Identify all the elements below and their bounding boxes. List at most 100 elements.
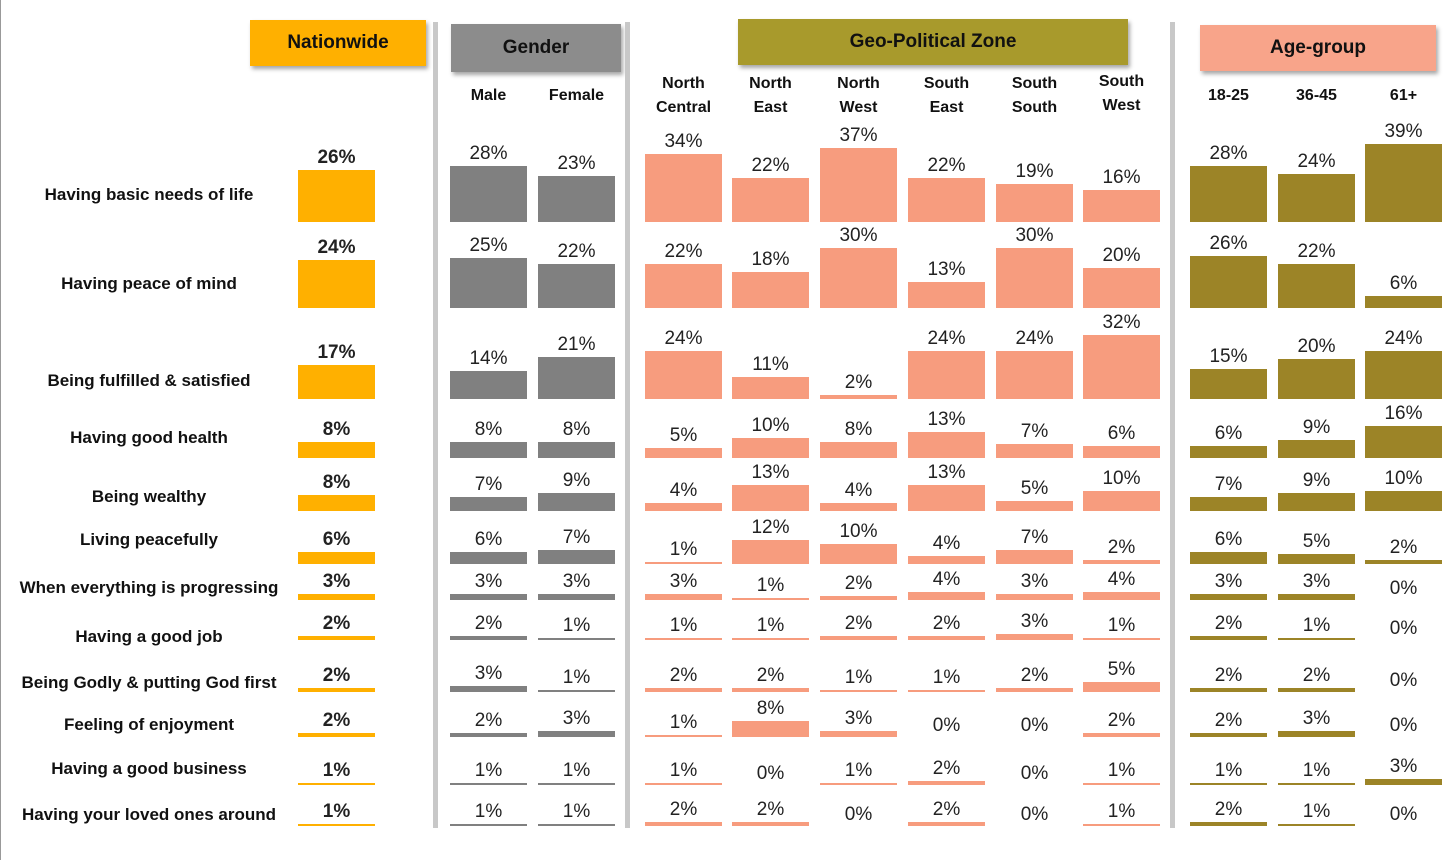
row-label-being-fulfilled-and-satisfied: Being fulfilled & satisfied — [47, 371, 251, 390]
bar-geo-political-zone-south-south-having-peace-of-mind — [996, 248, 1073, 308]
bar-age-group-18-25-having-basic-needs-of-life — [1190, 166, 1267, 222]
value-label: 4% — [1107, 569, 1136, 590]
value-label: 1% — [1302, 615, 1331, 636]
value-label: 1% — [474, 801, 503, 822]
bar-geo-political-zone-north-central-having-your-loved-ones-around — [645, 822, 722, 826]
bar-geo-political-zone-north-central-living-peacefully — [645, 562, 722, 564]
bar-age-group-61-being-wealthy — [1365, 491, 1442, 511]
value-label: 1% — [474, 760, 503, 781]
value-label: 6% — [474, 529, 503, 550]
value-label: 3% — [1020, 611, 1049, 632]
separator-gender — [433, 22, 438, 828]
bar-gender-male-when-everything-is-progressing — [450, 594, 527, 600]
value-label: 24% — [1015, 328, 1054, 349]
bar-geo-political-zone-north-central-feeling-of-enjoyment — [645, 735, 722, 737]
value-label: 24% — [1297, 151, 1336, 172]
bar-geo-political-zone-north-east-having-your-loved-ones-around — [732, 822, 809, 826]
bar-gender-female-having-peace-of-mind — [538, 264, 615, 308]
row-label-having-peace-of-mind: Having peace of mind — [61, 274, 237, 293]
value-label: 20% — [1102, 245, 1141, 266]
bar-age-group-36-45-having-peace-of-mind — [1278, 264, 1355, 308]
value-label: 2% — [1214, 710, 1243, 731]
value-label: 1% — [1302, 760, 1331, 781]
value-label: 10% — [839, 521, 878, 542]
value-label: 8% — [844, 419, 873, 440]
value-label: 0% — [844, 804, 873, 825]
bar-geo-political-zone-south-south-being-wealthy — [996, 501, 1073, 511]
value-label: 2% — [756, 799, 785, 820]
bar-geo-political-zone-north-central-being-wealthy — [645, 503, 722, 511]
value-label: 1% — [669, 615, 698, 636]
value-label: 7% — [1020, 421, 1049, 442]
bar-nationwide-being-wealthy — [298, 495, 375, 511]
value-label: 3% — [1214, 571, 1243, 592]
bar-gender-female-having-basic-needs-of-life — [538, 176, 615, 222]
column-label-north-west: North West — [837, 75, 880, 116]
value-label: 4% — [669, 480, 698, 501]
bar-age-group-18-25-being-wealthy — [1190, 497, 1267, 511]
column-label-south-west: South West — [1098, 73, 1145, 114]
value-label: 2% — [844, 573, 873, 594]
bar-geo-political-zone-south-east-being-wealthy — [908, 485, 985, 511]
column-label-female: Female — [548, 87, 605, 104]
value-label: 5% — [1020, 478, 1049, 499]
value-label: 2% — [932, 613, 961, 634]
value-label: 9% — [1302, 470, 1331, 491]
value-label: 1% — [322, 801, 351, 822]
bar-age-group-36-45-having-a-good-job — [1278, 638, 1355, 640]
bar-geo-political-zone-north-east-having-basic-needs-of-life — [732, 178, 809, 222]
bar-geo-political-zone-south-west-living-peacefully — [1083, 560, 1160, 564]
value-label: 1% — [1214, 760, 1243, 781]
bar-geo-political-zone-north-east-being-godly-and-putting-god-first — [732, 688, 809, 692]
value-label: 18% — [751, 249, 790, 270]
value-label: 2% — [322, 665, 351, 686]
bar-gender-male-being-wealthy — [450, 497, 527, 511]
bar-geo-political-zone-south-east-having-your-loved-ones-around — [908, 822, 985, 826]
bar-geo-political-zone-north-east-being-wealthy — [732, 485, 809, 511]
bar-geo-political-zone-north-west-being-wealthy — [820, 503, 897, 511]
value-label: 24% — [664, 328, 703, 349]
value-label: 21% — [557, 334, 596, 355]
bar-geo-political-zone-north-east-having-peace-of-mind — [732, 272, 809, 308]
bar-age-group-36-45-being-godly-and-putting-god-first — [1278, 688, 1355, 692]
bar-nationwide-having-your-loved-ones-around — [298, 824, 375, 826]
bar-age-group-36-45-having-basic-needs-of-life — [1278, 174, 1355, 222]
value-label: 5% — [1107, 659, 1136, 680]
value-label: 39% — [1384, 121, 1423, 142]
value-label: 2% — [1107, 537, 1136, 558]
bar-nationwide-having-a-good-job — [298, 636, 375, 640]
bar-geo-political-zone-south-south-being-fulfilled-and-satisfied — [996, 351, 1073, 399]
row-label-having-a-good-business: Having a good business — [51, 759, 247, 778]
value-label: 26% — [317, 147, 356, 168]
bar-age-group-18-25-being-fulfilled-and-satisfied — [1190, 369, 1267, 399]
bar-geo-political-zone-north-central-being-godly-and-putting-god-first — [645, 688, 722, 692]
value-label: 2% — [474, 613, 503, 634]
bar-age-group-61-having-a-good-business — [1365, 779, 1442, 785]
value-label: 6% — [322, 529, 351, 550]
value-label: 30% — [839, 225, 878, 246]
bar-geo-political-zone-north-central-having-a-good-business — [645, 783, 722, 785]
row-label-having-your-loved-ones-around: Having your loved ones around — [21, 805, 277, 824]
bar-geo-political-zone-north-west-having-good-health — [820, 442, 897, 458]
value-label: 3% — [474, 571, 503, 592]
bar-gender-male-having-a-good-job — [450, 636, 527, 640]
row-label-having-good-health: Having good health — [70, 428, 228, 447]
value-label: 8% — [322, 419, 351, 440]
value-label: 3% — [322, 571, 351, 592]
bar-age-group-61-having-peace-of-mind — [1365, 296, 1442, 308]
value-label: 1% — [669, 539, 698, 560]
value-label: 3% — [1302, 708, 1331, 729]
bar-nationwide-when-everything-is-progressing — [298, 594, 375, 600]
bar-age-group-61-being-fulfilled-and-satisfied — [1365, 351, 1442, 399]
value-label: 1% — [322, 760, 351, 781]
bar-age-group-18-25-having-a-good-business — [1190, 783, 1267, 785]
bar-age-group-36-45-living-peacefully — [1278, 554, 1355, 564]
bar-gender-male-having-your-loved-ones-around — [450, 824, 527, 826]
value-label: 0% — [1020, 715, 1049, 736]
value-label: 5% — [1302, 531, 1331, 552]
bar-nationwide-having-basic-needs-of-life — [298, 170, 375, 222]
bar-geo-political-zone-south-east-having-a-good-job — [908, 636, 985, 640]
bar-gender-male-having-good-health — [450, 442, 527, 458]
value-label: 4% — [844, 480, 873, 501]
column-label-61: 61+ — [1389, 87, 1418, 104]
